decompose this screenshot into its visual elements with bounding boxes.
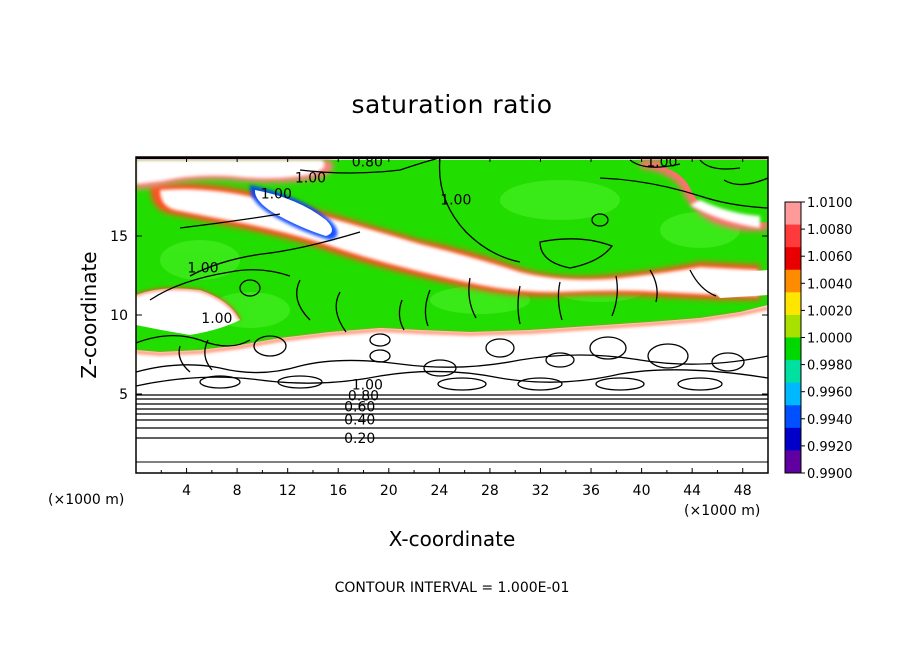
saturation-field: 0.801.001.00 1.001.001.001.001.000.800.60… [136, 155, 768, 473]
colorbar-swatch [785, 224, 801, 248]
contour-label: 0.40 [344, 412, 375, 428]
x-axis-unit-left: (×1000 m) [48, 492, 124, 508]
colorbar-label: 0.9960 [807, 386, 853, 401]
contour-label: 1.00 [295, 171, 326, 187]
x-tick-label: 8 [233, 483, 242, 499]
contour-labels: 0.801.001.00 1.001.001.001.001.000.800.60… [187, 155, 677, 447]
colorbar-label: 1.0100 [807, 196, 853, 211]
y-tick-label: 15 [110, 229, 128, 245]
colorbar-swatch [785, 247, 801, 271]
colorbar-label: 0.9980 [807, 359, 853, 374]
colorbar: 1.0100 1.0080 1.0060 1.0040 1.0020 1.0000 0.99… [784, 196, 853, 482]
contour-label: 1.00 [201, 311, 232, 327]
colorbar-label: 1.0060 [807, 250, 853, 265]
y-axis-label: Z-coordinate [77, 251, 101, 378]
contour-label: 1.00 [440, 193, 471, 209]
x-tick-label: 44 [683, 483, 701, 499]
colorbar-swatch [785, 269, 801, 293]
contour-label: 1.00 [646, 155, 677, 171]
colorbar-label: 1.0000 [807, 332, 853, 347]
x-tick-label: 16 [329, 483, 347, 499]
y-axis: 5 10 15 [110, 229, 768, 403]
x-tick-label: 36 [582, 483, 600, 499]
colorbar-label: 1.0020 [807, 304, 853, 319]
contour-lines [136, 157, 768, 463]
colorbar-label: 0.9900 [807, 467, 853, 482]
colorbar-label: 0.9920 [807, 440, 853, 455]
contour-label: 1.00 [261, 186, 292, 202]
lower-edge-color [136, 306, 768, 356]
x-tick-label: 32 [532, 483, 550, 499]
colorbar-swatch [785, 405, 801, 429]
cloud-free-bands [136, 160, 768, 300]
x-tick-label: 20 [380, 483, 398, 499]
colorbar-swatch [785, 337, 801, 361]
left-white-notch [136, 288, 240, 335]
chart-title: saturation ratio [351, 90, 552, 119]
y-tick-label: 5 [119, 387, 128, 403]
colorbar-swatch [785, 382, 801, 406]
x-tick-label: 24 [430, 483, 448, 499]
colorbar-swatch [785, 360, 801, 384]
lower-white-region [136, 308, 768, 473]
x-tick-label: 4 [182, 483, 191, 499]
colorbar-swatch [785, 314, 801, 338]
green-texture [160, 180, 740, 328]
y-tick-label: 10 [110, 308, 128, 324]
colorbar-swatch [785, 292, 801, 316]
contour-label: 0.80 [352, 155, 383, 171]
x-tick-label: 28 [481, 483, 499, 499]
colorbar-label: 1.0040 [807, 277, 853, 292]
colorbar-label: 0.9940 [807, 413, 853, 428]
x-axis: 4 8 12 16 20 24 28 32 36 40 44 48 [160, 157, 752, 499]
colorbar-swatch [785, 427, 801, 451]
contour-label: 0.80 [348, 389, 379, 405]
colorbar-label: 1.0080 [807, 223, 853, 238]
x-tick-label: 48 [734, 483, 752, 499]
x-axis-label: X-coordinate [389, 527, 516, 551]
contour-interval-note: CONTOUR INTERVAL = 1.000E-01 [335, 580, 570, 596]
contour-label: 1.00 [187, 261, 218, 277]
colorbar-swatch [785, 450, 801, 474]
contour-label: 1.00 [352, 378, 383, 394]
x-axis-unit-right: (×1000 m) [684, 503, 760, 519]
x-tick-label: 40 [633, 483, 651, 499]
contour-label: 0.20 [344, 431, 375, 447]
contour-label: 0.60 [344, 400, 375, 416]
colorbar-swatch [785, 202, 801, 226]
x-tick-label: 12 [279, 483, 297, 499]
